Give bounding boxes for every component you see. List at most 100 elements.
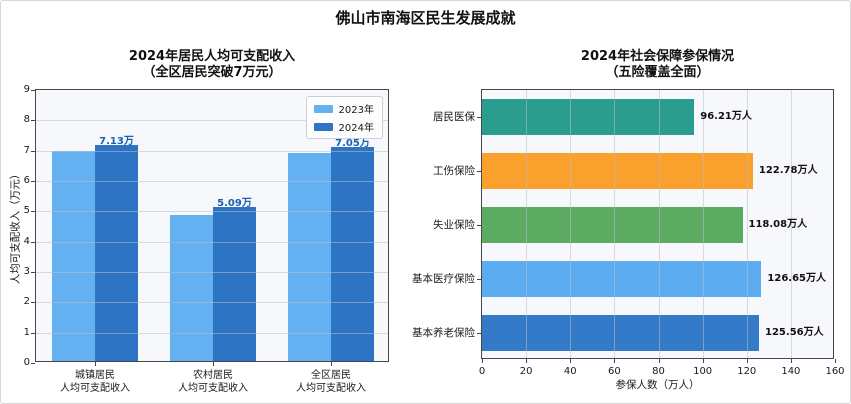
y-tick-mark [477,279,481,280]
bar-4 [482,261,762,297]
x-tick-mark [95,362,96,366]
grid-line [36,241,388,243]
legend-swatch [313,104,333,113]
x-category-label-line1: 全区居民 [311,370,351,381]
legend: 2023年 2024年 [305,96,383,139]
x-tick-label: 40 [563,366,577,377]
x-tick-mark [790,359,792,363]
grid-line [746,90,748,358]
y-category-label: 居民医保 [433,110,475,123]
value-label: 126.65万人 [767,273,826,284]
grid-line [36,120,388,122]
insurance-chart-plot-area: 0 20 40 60 80 100 120 140 160 居民医保 96.21万人 工伤保险 122.… [412,89,845,377]
x-tick-mark [658,359,660,363]
left-chart-title-line2: （全区居民突破7万元） [142,65,282,80]
x-tick-mark [213,362,214,366]
grid-line [702,90,704,358]
x-tick-mark [835,359,836,363]
bar-2024 [95,144,138,361]
x-tick-mark [746,359,748,363]
grid-line [36,150,388,152]
x-tick-label: 80 [652,366,665,377]
bar-2024 [331,147,374,361]
y-tick-label: 8 [23,114,30,126]
y-tick-mark [477,117,481,118]
x-category-label-line2: 人均可支配收入 [60,383,130,394]
y-tick-label: 2 [23,296,30,308]
bar-5 [482,315,760,351]
left-chart-title: 2024年居民人均可支配收入 （全区居民突破7万元） [35,49,389,81]
x-tick-mark [526,359,528,363]
right-chart-xlabel: 参保人数（万人） [615,379,700,391]
y-tick-mark [31,211,35,213]
x-tick-mark [331,362,332,366]
y-tick-label: 6 [23,175,30,186]
grid-line [36,211,388,213]
value-label: 125.56万人 [765,327,824,338]
grid-line [526,90,528,358]
grid-line [614,90,616,358]
bar-2023 [288,152,331,361]
y-tick-mark [31,90,35,91]
y-tick-mark [31,363,35,364]
y-tick-mark [477,225,481,226]
bar-3 [482,207,743,243]
y-tick-mark [477,171,481,172]
legend-item: 2024年 [313,119,374,134]
x-tick-label: 160 [825,366,845,377]
x-category-label-line2: 人均可支配收入 [296,383,366,394]
value-label: 7.05万 [335,138,370,150]
y-tick-label: 4 [23,235,30,247]
grid-line [790,90,792,358]
bar-2 [482,153,753,189]
x-tick-label: 20 [519,366,533,377]
x-tick-label: 140 [781,366,801,377]
y-tick-label: 7 [23,144,30,156]
x-tick-mark [702,359,704,363]
y-tick-label: 9 [23,84,30,95]
grid-line [570,90,572,358]
bar-2023 [52,150,95,361]
x-tick-label: 120 [737,366,757,377]
right-chart-title: 2024年社会保障参保情况 （五险覆盖全面） [481,49,834,81]
y-tick-mark [31,181,35,182]
y-tick-mark [31,302,35,304]
value-label: 5.09万 [217,197,252,209]
y-tick-label: 0 [23,357,30,368]
legend-label: 2024年 [338,123,374,134]
y-tick-mark [31,150,35,152]
right-chart-title-line1: 2024年社会保障参保情况 [580,49,735,64]
grid-line [36,302,388,304]
y-category-label: 失业保险 [433,218,475,231]
bar-2024 [213,206,256,361]
x-category-label-line2: 人均可支配收入 [178,383,248,394]
y-tick-mark [31,241,35,243]
legend-swatch [313,122,333,131]
y-tick-mark [31,272,35,273]
value-label: 118.08万人 [748,219,808,230]
x-category-label: 城镇居民人均可支配收入 [30,369,160,395]
grid-line [36,272,388,273]
x-tick-mark [614,359,616,363]
x-category-label-line1: 城镇居民 [75,370,115,381]
legend-label: 2023年 [338,105,374,116]
value-label: 7.13万 [99,135,134,147]
y-tick-mark [477,333,481,334]
value-label: 122.78万人 [758,165,818,176]
x-category-label-line1: 农村居民 [193,370,233,381]
y-tick-label: 3 [23,266,30,277]
y-tick-label: 5 [23,205,30,217]
x-category-label: 农村居民人均可支配收入 [148,369,278,395]
bar-2023 [170,215,213,361]
y-category-label: 基本医疗保险 [412,272,475,285]
right-chart-title-line2: （五险覆盖全面） [605,65,710,80]
grid-line [36,181,388,182]
x-tick-mark [482,359,483,363]
bar-1 [482,99,695,135]
x-tick-label: 100 [693,366,713,377]
left-chart-title-line1: 2024年居民人均可支配收入 [128,49,296,64]
y-tick-mark [31,120,35,122]
y-category-label: 基本养老保险 [412,326,475,339]
x-tick-label: 0 [478,366,486,377]
grid-line [36,332,388,334]
